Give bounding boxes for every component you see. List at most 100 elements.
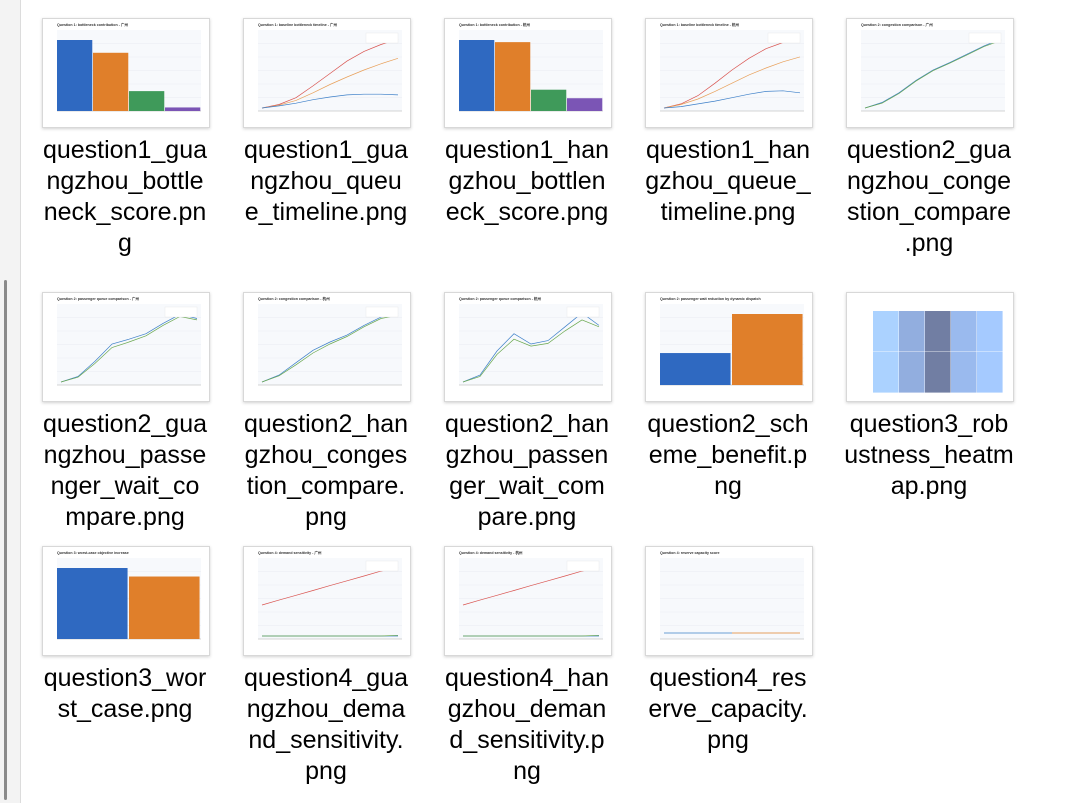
file-thumbnail[interactable]: Question 2: passenger queue comparison -… <box>444 292 612 402</box>
thumb-title: Question 4: demand sensitivity - 杭州 <box>459 550 523 555</box>
file-name-label[interactable]: question1_gua ngzhou_queu e_timeline.png <box>231 135 421 228</box>
file-name-label[interactable]: question2_gua ngzhou_conge stion_compare .p… <box>834 135 1024 259</box>
file-thumbnail[interactable]: Question 1: bottleneck contribution - 广州 <box>42 18 210 128</box>
file-grid: Question 1: bottleneck contribution - 广州… <box>24 0 1074 803</box>
file-name-line: gzhou_bottlen <box>448 167 606 195</box>
thumb-title: Question 1: bottleneck contribution - 广州 <box>57 22 128 27</box>
file-name-label[interactable]: question4_res erve_capacity. png <box>633 663 823 756</box>
thumb-title: Question 4: reserve capacity score <box>660 551 720 555</box>
file-name-line: png <box>305 503 347 531</box>
thumb-title: Question 2: passenger queue comparison -… <box>57 296 139 301</box>
file-thumbnail[interactable]: Question 4: demand sensitivity - 广州 <box>243 546 411 656</box>
file-name-line: pare.png <box>477 503 577 531</box>
bar <box>129 91 165 111</box>
scrollbar[interactable] <box>4 280 7 800</box>
file-name-line: ng <box>714 472 742 500</box>
file-thumbnail[interactable]: Question 1: baseline bottleneck timeline… <box>243 18 411 128</box>
file-thumbnail[interactable]: Question 2: congestion comparison - 杭州 <box>243 292 411 402</box>
series-line <box>262 634 399 637</box>
file-thumbnail[interactable]: Question 2: passenger wait reduction by … <box>645 292 813 402</box>
bar <box>165 107 201 111</box>
file-name-label[interactable]: question4_gua ngzhou_dema nd_sensitivity. p… <box>231 663 421 787</box>
file-name-label[interactable]: question3_rob ustness_heatm ap.png <box>834 409 1024 502</box>
file-thumbnail[interactable]: Question 1: bottleneck contribution - 杭州 <box>444 18 612 128</box>
file-name-line: question2_gua <box>846 136 1012 164</box>
heatmap-cell <box>925 352 951 393</box>
file-thumbnail[interactable]: Question 4: reserve capacity score <box>645 546 813 656</box>
file-name-line: png <box>707 726 749 754</box>
bar <box>660 353 731 385</box>
file-name-line: eck_score.png <box>445 198 609 226</box>
series-line <box>864 38 1002 109</box>
navigation-pane-edge <box>0 0 21 803</box>
file-name-line: d_sensitivity.p <box>449 726 605 754</box>
file-name-line: stion_compare <box>847 198 1011 226</box>
file-thumbnail[interactable]: Question 2: congestion comparison - 广州 <box>846 18 1014 128</box>
file-name-line: g <box>118 229 132 257</box>
thumb-title: Question 1: baseline bottleneck timeline… <box>660 22 739 27</box>
thumb-title: Question 2: congestion comparison - 杭州 <box>258 296 330 301</box>
thumb-title: Question 2: passenger wait reduction by … <box>660 297 761 301</box>
thumb-title: Question 4: demand sensitivity - 广州 <box>258 550 322 555</box>
series-line <box>462 566 600 606</box>
series-line <box>261 314 399 383</box>
file-name-label[interactable]: question1_gua ngzhou_bottle neck_score.pn g <box>30 135 220 259</box>
thumb-title: Question 2: passenger queue comparison -… <box>459 296 541 301</box>
series-line <box>864 40 1002 109</box>
file-name-line: question4_gua <box>243 664 409 692</box>
heatmap-cell <box>873 311 899 352</box>
legend <box>365 32 399 44</box>
file-name-line: .png <box>904 229 954 257</box>
bar <box>459 40 495 111</box>
file-name-line: question2_gua <box>42 410 208 438</box>
series-line <box>261 57 399 109</box>
file-name-line: nger_wait_co <box>50 472 200 500</box>
file-name-label[interactable]: question4_han gzhou_deman d_sensitivity.p n… <box>432 663 622 787</box>
file-name-line: ger_wait_com <box>449 472 605 500</box>
file-name-line: question3_rob <box>849 410 1009 438</box>
heatmap-cell <box>925 311 951 352</box>
file-name-line: nd_sensitivity. <box>248 726 404 754</box>
file-name-line: ngzhou_passe <box>43 441 207 469</box>
series-line <box>261 312 399 383</box>
bar <box>495 42 531 111</box>
file-name-line: ngzhou_conge <box>846 167 1012 195</box>
file-name-line: ngzhou_dema <box>246 695 406 723</box>
file-name-line: gzhou_conges <box>244 441 408 469</box>
series-line <box>463 634 600 637</box>
file-name-line: question2_sch <box>647 410 809 438</box>
file-name-line: e_timeline.png <box>244 198 408 226</box>
file-name-line: ngzhou_bottle <box>46 167 204 195</box>
file-name-line: gzhou_deman <box>447 695 607 723</box>
heatmap-cell <box>873 352 899 393</box>
file-name-label[interactable]: question3_wor st_case.png <box>30 663 220 725</box>
file-name-line: eme_benefit.p <box>648 441 808 469</box>
file-thumbnail[interactable]: Question 4: demand sensitivity - 杭州 <box>444 546 612 656</box>
file-thumbnail[interactable]: Question 3: worst-case objective increas… <box>42 546 210 656</box>
legend <box>365 560 399 572</box>
file-name-label[interactable]: question1_han gzhou_queue_ timeline.png <box>633 135 823 228</box>
file-thumbnail[interactable]: Question 3: objective increase under dis… <box>846 292 1014 402</box>
file-thumbnail[interactable]: Question 2: passenger queue comparison -… <box>42 292 210 402</box>
legend <box>566 306 600 318</box>
file-name-label[interactable]: question1_han gzhou_bottlen eck_score.png <box>432 135 622 228</box>
series-line <box>60 314 198 383</box>
bar <box>93 52 129 111</box>
file-name-line: question1_han <box>645 136 811 164</box>
file-name-line: ustness_heatm <box>844 441 1014 469</box>
file-name-line: gzhou_passen <box>445 441 609 469</box>
file-thumbnail[interactable]: Question 1: baseline bottleneck timeline… <box>645 18 813 128</box>
bar <box>57 568 128 639</box>
file-name-line: question3_wor <box>43 664 207 692</box>
file-name-label[interactable]: question2_han gzhou_conges tion_compare. pn… <box>231 409 421 533</box>
file-name-label[interactable]: question2_gua ngzhou_passe nger_wait_co mpa… <box>30 409 220 533</box>
file-name-line: timeline.png <box>660 198 796 226</box>
file-name-line: question2_han <box>444 410 610 438</box>
file-name-line: question1_han <box>444 136 610 164</box>
legend <box>968 32 1002 44</box>
bar <box>567 98 603 111</box>
thumb-title: Question 1: baseline bottleneck timeline… <box>258 22 337 27</box>
legend <box>365 306 399 318</box>
